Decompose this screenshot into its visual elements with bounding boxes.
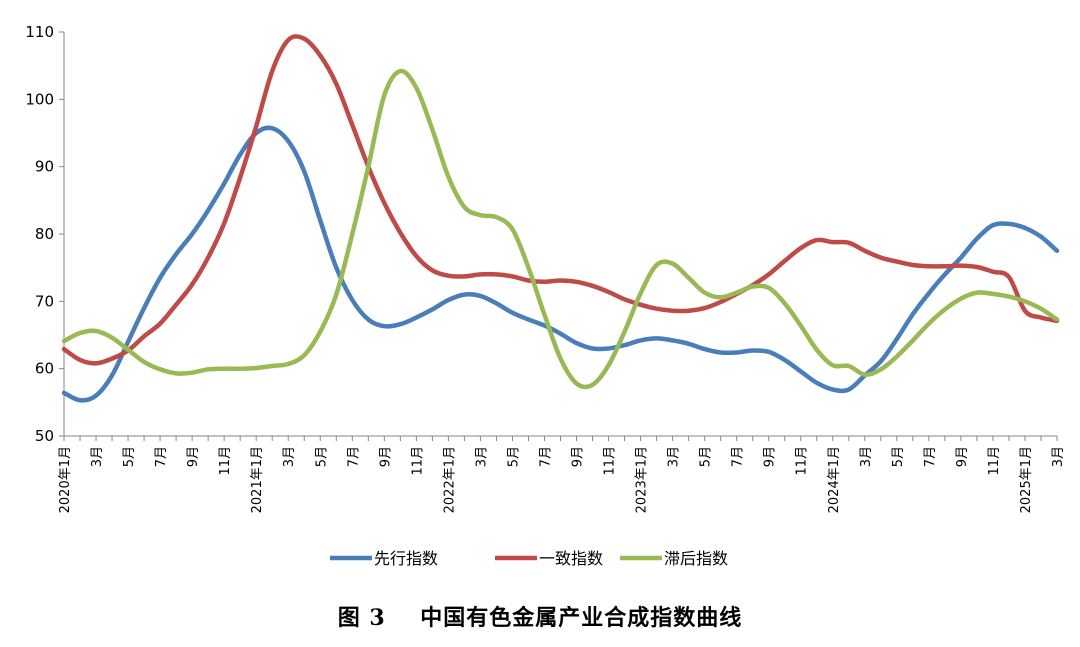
figure-caption: 图 3 中国有色金属产业合成指数曲线 bbox=[0, 600, 1080, 632]
figure-label: 图 3 bbox=[337, 605, 386, 631]
x-tick-label: 7月 bbox=[346, 446, 361, 467]
x-tick-label: 3月 bbox=[1051, 446, 1066, 467]
x-axis: 2020年1月 3月 5月 7月 9月 11月 2021年1月 3月 5月 7月 9月 11月 2022… bbox=[58, 435, 1066, 513]
x-tick-label: 11月 bbox=[218, 446, 233, 476]
x-tick-label: 3月 bbox=[859, 446, 874, 467]
x-tick-label: 2024年1月 bbox=[827, 446, 842, 513]
y-tick-label: 60 bbox=[35, 360, 54, 378]
x-tick-label: 9月 bbox=[763, 446, 778, 467]
x-tick-label: 5月 bbox=[506, 446, 521, 467]
x-tick-label: 3月 bbox=[474, 446, 489, 467]
x-tick-label: 9月 bbox=[571, 446, 586, 467]
x-tick-label: 3月 bbox=[282, 446, 297, 467]
legend: 先行指数 一致指数 滞后指数 bbox=[330, 549, 728, 568]
legend-label: 一致指数 bbox=[539, 549, 603, 568]
x-tick-label: 7月 bbox=[923, 446, 938, 467]
y-axis: 50 60 70 80 90 100 110 bbox=[25, 23, 65, 445]
figure-title: 中国有色金属产业合成指数曲线 bbox=[420, 605, 743, 631]
x-tick-label: 7月 bbox=[538, 446, 553, 467]
x-tick-label: 9月 bbox=[378, 446, 393, 467]
x-tick-label: 7月 bbox=[154, 446, 169, 467]
y-tick-label: 50 bbox=[35, 427, 54, 445]
y-tick-label: 110 bbox=[25, 23, 54, 41]
y-tick-label: 80 bbox=[35, 225, 54, 243]
x-tick-label: 5月 bbox=[122, 446, 137, 467]
x-tick-label: 2025年1月 bbox=[1019, 446, 1034, 513]
x-tick-label: 3月 bbox=[90, 446, 105, 467]
x-tick-label: 7月 bbox=[731, 446, 746, 467]
legend-label: 滞后指数 bbox=[664, 549, 728, 568]
line-chart: 50 60 70 80 90 100 110 2020年1月 3月 5月 7月 9月 11月 2021年… bbox=[25, 23, 1066, 568]
x-tick-label: 2021年1月 bbox=[250, 446, 265, 513]
x-tick-label: 5月 bbox=[699, 446, 714, 467]
x-tick-label: 11月 bbox=[603, 446, 618, 476]
series-line-1 bbox=[61, 125, 1060, 403]
y-tick-label: 90 bbox=[35, 158, 54, 176]
y-tick-label: 70 bbox=[35, 292, 54, 310]
x-tick-label: 2022年1月 bbox=[442, 446, 457, 513]
series-line-2 bbox=[61, 34, 1060, 366]
x-tick-label: 11月 bbox=[795, 446, 810, 476]
legend-label: 先行指数 bbox=[374, 549, 438, 568]
x-tick-label: 9月 bbox=[186, 446, 201, 467]
x-tick-label: 3月 bbox=[667, 446, 682, 467]
x-tick-label: 2020年1月 bbox=[58, 446, 73, 513]
y-tick-label: 100 bbox=[25, 90, 54, 108]
x-tick-label: 5月 bbox=[314, 446, 329, 467]
x-tick-label: 11月 bbox=[987, 446, 1002, 476]
series-lines bbox=[61, 34, 1060, 403]
series-line-3 bbox=[61, 68, 1060, 390]
x-tick-label: 5月 bbox=[891, 446, 906, 467]
x-tick-label: 9月 bbox=[955, 446, 970, 467]
x-tick-label: 11月 bbox=[410, 446, 425, 476]
x-tick-label: 2023年1月 bbox=[635, 446, 650, 513]
